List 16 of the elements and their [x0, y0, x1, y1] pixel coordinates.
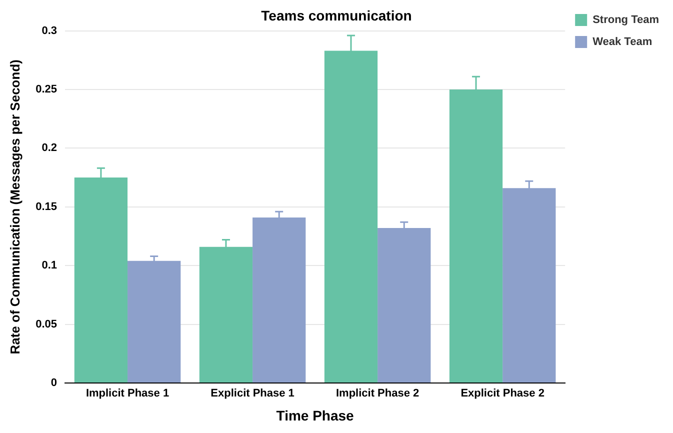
y-tick-label: 0.15 [36, 200, 58, 213]
y-tick-label: 0.2 [42, 142, 58, 154]
chart-title: Teams communication [261, 7, 412, 24]
x-tick-label: Explicit Phase 2 [460, 388, 544, 400]
x-tick-label: Implicit Phase 2 [336, 388, 420, 400]
y-tick-label: 0.3 [42, 24, 58, 37]
y-tick-label: 0.25 [36, 84, 58, 96]
legend-label: Weak Team [592, 36, 652, 48]
legend-label: Strong Team [592, 14, 660, 26]
x-tick-label: Explicit Phase 1 [210, 388, 294, 400]
y-tick-label: 0.1 [42, 260, 58, 272]
y-tick-label: 0.05 [36, 318, 58, 330]
x-tick-label: Implicit Phase 1 [86, 388, 170, 400]
y-tick-label: 0 [50, 377, 58, 390]
y-axis-title: Rate of Communication (Messages per Second) [7, 60, 22, 354]
x-axis-title: Time Phase [276, 407, 354, 424]
